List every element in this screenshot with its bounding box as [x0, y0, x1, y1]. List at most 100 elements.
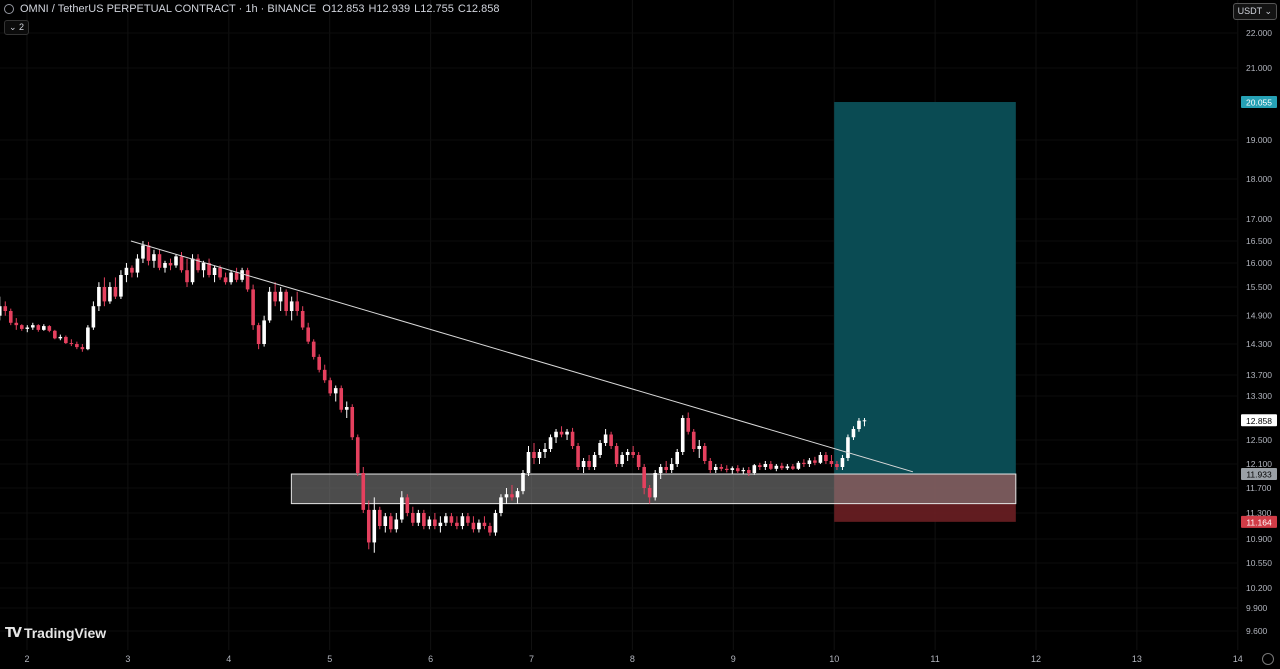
candle-body [769, 464, 773, 469]
time-axis-label: 7 [529, 654, 534, 664]
candle-body [680, 418, 685, 452]
candle-body [807, 460, 812, 464]
stop-price-tag-bg [1241, 515, 1277, 528]
price-axis-label: 10.550 [1246, 558, 1272, 568]
time-axis-label: 14 [1233, 654, 1243, 664]
time-axis-label: 11 [930, 654, 939, 664]
candle-body [207, 263, 211, 275]
candle-body [19, 325, 24, 329]
candle-body [802, 462, 806, 464]
candle-body [466, 516, 470, 523]
entry-price-tag-bg [1241, 468, 1277, 481]
candle-body [835, 464, 839, 467]
candle-body [780, 465, 784, 469]
candle-body [444, 516, 448, 523]
candle-body [493, 513, 498, 533]
candle-body [377, 509, 382, 526]
time-axis-label: 4 [226, 654, 231, 664]
candle-body [251, 289, 255, 326]
entry-price-tag-label: 11.933 [1246, 470, 1272, 480]
high-value: 12.939 [376, 3, 411, 15]
candle-body [163, 263, 167, 268]
candle-body [113, 287, 118, 297]
candle-body [201, 263, 206, 271]
price-axis-label: 9.900 [1246, 603, 1268, 613]
candle-body [355, 437, 360, 473]
settings-icon[interactable] [1262, 653, 1274, 665]
candle-body [0, 306, 2, 316]
candle-body [587, 461, 591, 467]
candle-body [405, 497, 410, 513]
candle-body [124, 267, 129, 275]
candle-body [510, 494, 514, 498]
candle-body [763, 464, 768, 467]
candle-body [157, 254, 162, 268]
candle-body [372, 509, 377, 543]
high-label: H [368, 3, 377, 15]
candle-body [691, 431, 696, 449]
candle-body [130, 267, 134, 273]
candle-body [108, 287, 112, 302]
candle-body [229, 272, 233, 283]
candle-body [262, 320, 266, 344]
candle-body [400, 497, 404, 520]
candle-body [813, 460, 817, 463]
candle-body [333, 388, 338, 394]
time-axis-label: 5 [327, 654, 332, 664]
candle-body [499, 497, 503, 513]
candle-body [824, 455, 828, 461]
candle-body [504, 494, 509, 498]
candle-body [526, 452, 531, 473]
candle-body [427, 519, 432, 526]
candle-body [433, 519, 437, 526]
price-axis-label: 15.500 [1246, 282, 1272, 292]
candle-body [36, 325, 41, 330]
candle-body [53, 330, 57, 339]
candle-body [422, 513, 426, 526]
last-price-tag-label: 12.858 [1246, 416, 1272, 426]
candle-body [328, 380, 333, 394]
tradingview-logo[interactable]: 𝗧𝗩 TradingView [5, 625, 106, 641]
candle-body [581, 461, 586, 467]
candle-body [603, 434, 608, 443]
last-price-tag-bg [1241, 414, 1277, 427]
candle-body [366, 509, 371, 543]
ohlc-values: O12.853 H12.939 L12.755 C12.858 [322, 3, 499, 15]
open-value: 12.853 [330, 3, 365, 15]
candle-body [289, 301, 294, 311]
candle-body [416, 513, 421, 523]
symbol-title[interactable]: OMNI / TetherUS PERPETUAL CONTRACT · 1h … [20, 3, 317, 15]
price-axis-label: 17.000 [1246, 214, 1272, 224]
candle-body [592, 455, 597, 467]
indicators-toggle-button[interactable]: ⌄ 2 [4, 20, 30, 35]
target-price-tag-bg [1241, 96, 1277, 109]
candle-body [102, 287, 107, 302]
candle-body [64, 336, 68, 344]
candle-body [631, 452, 635, 455]
candle-body [322, 369, 327, 381]
candle-body [829, 461, 834, 464]
price-axis-label: 16.000 [1246, 258, 1272, 268]
candle-body [8, 311, 13, 323]
candle-body [537, 452, 542, 458]
candle-body [471, 522, 476, 530]
candle-body [58, 336, 63, 339]
candle-body [708, 461, 713, 470]
candle-body [256, 325, 261, 344]
time-axis[interactable]: 2 3 4 5 6 7 8 9 10 11 12 13 14 [24, 654, 1242, 664]
currency-selector[interactable]: USDT ⌄ [1232, 3, 1277, 20]
candle-body [686, 418, 691, 432]
candle-body [774, 465, 779, 469]
price-axis-label: 11.300 [1246, 508, 1272, 518]
time-axis-label: 3 [125, 654, 130, 664]
price-axis-label: 10.200 [1246, 583, 1272, 593]
candle-body [317, 356, 322, 370]
time-axis-label: 9 [731, 654, 736, 664]
candle-body [3, 306, 8, 311]
candle-body [818, 455, 823, 463]
candle-body [119, 275, 123, 297]
low-value: 12.755 [420, 3, 454, 15]
price-axis[interactable]: 22.000 21.000 19.000 18.000 17.000 16.500 16.0… [1246, 28, 1272, 636]
candle-body [218, 267, 222, 278]
